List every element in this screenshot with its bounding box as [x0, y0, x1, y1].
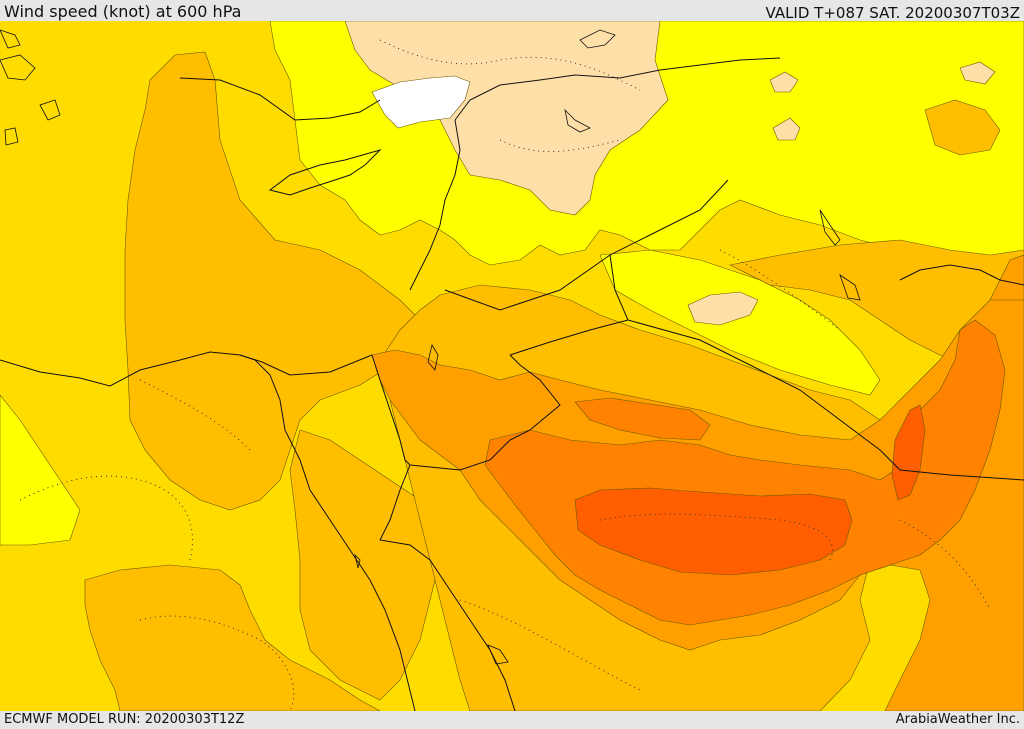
contour-band-7 [891, 404, 926, 501]
contour-band-1 [772, 117, 801, 141]
contour-band-4 [124, 51, 431, 511]
valid-time-label: VALID T+087 SAT. 20200307T03Z [765, 4, 1020, 22]
contour-band-lowest [371, 75, 471, 129]
contour-band-7 [574, 487, 853, 576]
lake-outlines [427, 29, 861, 371]
contour-band-2 [0, 394, 81, 546]
red-sea-islands [354, 553, 509, 665]
footer-bar: ECMWF MODEL RUN: 20200303T12Z ArabiaWeat… [0, 711, 1024, 729]
wind-speed-map[interactable] [0, 21, 1024, 711]
credit-label: ArabiaWeather Inc. [895, 712, 1020, 727]
contour-band-4 [924, 99, 1001, 156]
model-run-label: ECMWF MODEL RUN: 20200303T12Z [4, 712, 245, 727]
map-canvas [0, 21, 1024, 711]
aegean-islands [0, 29, 61, 146]
map-title: Wind speed (knot) at 600 hPa [4, 2, 242, 21]
header-bar: Wind speed (knot) at 600 hPa VALID T+087… [0, 0, 1024, 22]
country-borders [0, 57, 1024, 711]
cyprus-outline [268, 148, 382, 196]
gulf-coastline [899, 264, 1024, 286]
contour-band-4 [84, 564, 381, 711]
contour-band-1 [687, 291, 759, 326]
contour-band-4 [289, 429, 441, 701]
contour-band-1 [959, 61, 996, 85]
contour-band-6 [574, 397, 711, 441]
contour-band-1 [769, 71, 799, 93]
contour-band-2 [599, 249, 881, 396]
dotted-isotachs [19, 39, 991, 711]
contour-band-5 [989, 254, 1024, 301]
